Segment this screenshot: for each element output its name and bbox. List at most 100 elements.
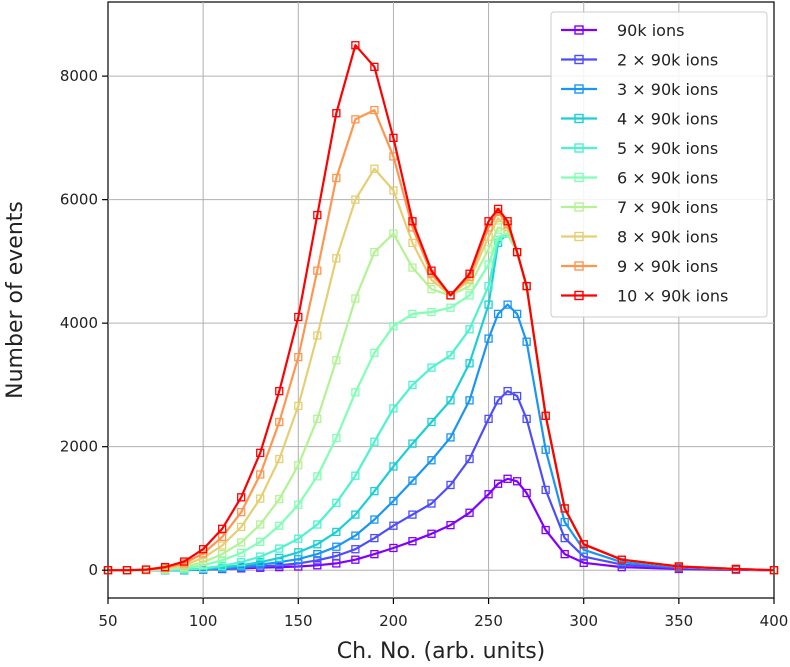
data-point-marker [389,404,398,413]
data-point-marker [484,300,493,309]
legend-marker [574,202,584,212]
data-point-marker [389,322,398,331]
data-point-marker [256,537,265,546]
legend-item: 7 × 90k ions [561,198,718,217]
data-point-marker [256,494,265,503]
legend-marker [574,172,584,183]
legend-item: 3 × 90k ions [561,80,718,99]
data-point-marker [389,462,398,471]
data-point-marker [408,380,417,390]
data-point-marker [512,477,522,486]
data-point-marker [237,548,246,558]
data-point-marker [484,281,493,291]
data-point-marker [408,309,417,319]
y-tick-label: 2000 [60,438,98,456]
data-point-marker [560,549,569,559]
data-point-marker [446,433,455,442]
data-point-marker [465,269,474,278]
data-point-marker [389,521,398,530]
data-point-marker [493,479,503,488]
data-point-marker [313,540,322,549]
legend-label: 6 × 90k ions [617,169,718,188]
y-tick-label: 0 [88,561,98,579]
data-point-marker [512,309,522,319]
data-point-marker [237,522,246,532]
data-point-marker [512,247,522,257]
data-point-marker [218,549,227,559]
data-point-marker [503,474,512,483]
data-point-marker [218,532,227,542]
legend-marker [574,261,584,271]
data-point-marker [370,348,379,357]
data-point-marker [370,487,379,496]
data-point-marker [351,545,360,554]
data-point-marker [351,294,360,303]
data-point-marker [484,334,493,343]
x-tick-label: 250 [474,612,503,630]
legend-item: 10 × 90k ions [561,287,728,306]
data-point-marker [313,549,322,559]
legend-label: 9 × 90k ions [617,257,718,276]
legend-marker [574,231,584,242]
legend-marker [574,54,584,65]
data-point-marker [465,508,474,517]
legend-label: 90k ions [617,21,684,40]
data-point-marker [541,485,550,495]
x-tick-label: 50 [98,612,117,630]
data-point-marker [313,266,322,275]
data-point-marker [256,470,265,479]
data-point-marker [427,307,436,317]
x-tick-label: 150 [284,612,313,630]
data-point-marker [351,555,360,564]
data-point-marker [332,433,341,443]
data-point-marker [294,500,303,509]
data-point-marker [332,254,341,263]
data-point-marker [389,496,398,506]
data-point-marker [446,351,455,360]
data-point-marker [198,545,208,554]
data-point-marker [294,461,303,470]
data-point-marker [179,557,189,566]
data-point-marker [332,356,341,365]
data-point-marker [560,504,569,513]
data-point-marker [160,562,170,572]
x-tick-label: 400 [760,612,789,630]
data-point-marker [351,195,360,204]
data-point-marker [256,520,265,529]
data-point-marker [493,309,503,319]
data-point-marker [427,456,436,465]
data-point-marker [503,300,512,309]
data-point-marker [541,411,550,420]
data-point-marker [731,564,741,574]
data-point-marker [332,542,341,551]
data-point-marker [674,562,684,571]
data-point-marker [275,417,284,427]
data-point-marker [769,566,779,575]
y-axis-label: Number of events [3,201,28,399]
data-point-marker [408,217,417,226]
x-tick-label: 350 [665,612,694,630]
data-point-marker [446,303,455,312]
data-point-marker [522,488,531,498]
data-point-marker [465,281,474,291]
series-10 [103,41,779,575]
data-point-marker [408,263,417,272]
data-point-marker [560,533,569,543]
y-tick-label: 6000 [60,191,98,209]
data-point-marker [351,41,360,50]
data-point-marker [275,544,284,553]
grid-lines [108,2,774,598]
data-point-marker [351,471,360,480]
data-point-marker [465,291,474,300]
data-point-marker [512,391,522,401]
data-point-marker [541,445,550,454]
x-axis-label: Ch. No. (arb. units) [337,639,546,664]
data-point-marker [275,521,284,530]
data-point-marker [389,229,398,238]
data-point-marker [256,558,265,567]
data-point-marker [332,527,341,537]
data-point-marker [332,498,341,508]
data-point-marker [294,534,303,543]
data-point-marker [351,388,360,397]
